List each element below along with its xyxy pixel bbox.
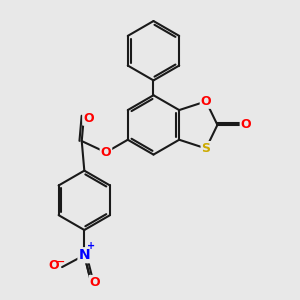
Text: S: S — [202, 142, 211, 155]
Text: O: O — [49, 260, 59, 272]
Text: +: + — [87, 241, 95, 251]
Text: O: O — [201, 95, 211, 108]
Text: O: O — [89, 276, 100, 289]
Text: O: O — [241, 118, 251, 131]
Text: O: O — [83, 112, 94, 125]
Text: N: N — [79, 248, 90, 262]
Text: O: O — [100, 146, 111, 159]
Text: −: − — [56, 256, 66, 266]
